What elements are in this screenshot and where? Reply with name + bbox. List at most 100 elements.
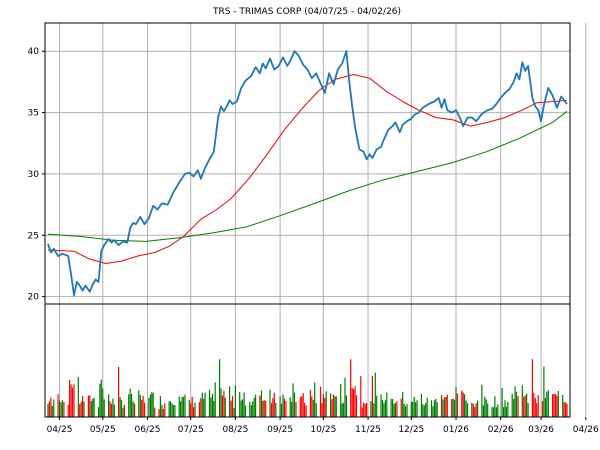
volume-bar xyxy=(282,394,284,417)
volume-bar xyxy=(390,398,392,417)
volume-bar xyxy=(233,408,235,417)
volume-bar xyxy=(383,403,385,417)
volume-bar xyxy=(386,392,388,417)
volume-bar xyxy=(90,401,92,417)
volume-bar xyxy=(51,406,53,417)
volume-bar xyxy=(60,402,62,417)
volume-bar xyxy=(332,394,335,417)
volume-bar xyxy=(557,391,559,417)
volume-bar xyxy=(466,403,469,417)
volume-bar xyxy=(505,406,507,417)
volume-bar xyxy=(260,390,262,417)
volume-bar xyxy=(534,398,536,417)
volume-bar xyxy=(462,392,464,417)
volume-bar xyxy=(344,377,346,417)
volume-bar xyxy=(441,395,443,417)
volume-bar xyxy=(412,401,414,417)
volume-bar xyxy=(158,409,160,417)
date-tick-label: 09/25 xyxy=(267,425,293,435)
volume-bar xyxy=(289,397,291,417)
volume-bar xyxy=(363,402,365,417)
volume-bar xyxy=(139,394,141,417)
volume-bar xyxy=(191,396,193,417)
volume-bar xyxy=(279,396,281,417)
volume-bar xyxy=(507,402,509,417)
date-tick-label: 05/25 xyxy=(90,425,116,435)
volume-bar xyxy=(57,394,59,417)
volume-bar xyxy=(273,392,275,417)
volume-bar xyxy=(244,405,247,417)
volume-bar xyxy=(102,388,104,417)
volume-bar xyxy=(553,393,555,417)
volume-bar xyxy=(108,394,110,417)
volume-bar xyxy=(280,403,283,417)
volume-bar xyxy=(527,403,529,417)
volume-bar xyxy=(269,389,271,417)
volume-bar xyxy=(152,392,154,417)
volume-bar xyxy=(161,404,163,417)
volume-bar xyxy=(223,390,225,417)
volume-bar xyxy=(492,407,495,417)
volume-bar xyxy=(374,372,376,417)
volume-bar xyxy=(504,400,506,417)
volume-bar xyxy=(171,403,173,417)
volume-bar xyxy=(61,400,63,417)
volume-bar xyxy=(524,395,526,417)
volume-bar xyxy=(353,389,355,417)
volume-bar xyxy=(443,397,446,417)
volume-bar xyxy=(474,406,476,417)
volume-bar xyxy=(97,407,100,417)
volume-bar xyxy=(169,401,172,417)
date-tick-label: 04/25 xyxy=(47,425,73,435)
volume-panel-frame xyxy=(44,303,571,418)
volume-bar xyxy=(231,395,234,417)
volume-bar xyxy=(148,398,150,417)
date-tick-label: 03/26 xyxy=(528,425,554,435)
volume-bar xyxy=(211,393,213,417)
volume-bar xyxy=(301,396,303,417)
volume-bar xyxy=(472,403,474,417)
volume-bar xyxy=(452,398,454,417)
volume-bar xyxy=(253,397,255,417)
volume-bar xyxy=(83,401,85,417)
volume-bar xyxy=(242,399,244,417)
volume-bar xyxy=(371,375,373,417)
volume-bar xyxy=(392,399,394,417)
volume-bar xyxy=(252,401,254,417)
volume-bar xyxy=(265,400,267,417)
volume-bar xyxy=(523,396,525,417)
volume-bar xyxy=(394,402,396,417)
volume-bar xyxy=(70,384,72,417)
price-panel-frame xyxy=(44,22,571,305)
volume-bar xyxy=(141,400,143,417)
volume-bar xyxy=(172,405,174,417)
volume-bar xyxy=(162,408,164,417)
volume-bar xyxy=(404,406,407,417)
volume-bar xyxy=(302,393,304,417)
volume-bar xyxy=(103,399,105,417)
volume-bar xyxy=(485,399,487,417)
volume-bar xyxy=(517,396,519,417)
volume-bar xyxy=(376,395,378,417)
volume-bar xyxy=(562,395,564,417)
date-tick-label: 02/26 xyxy=(488,425,514,435)
volume-bar xyxy=(100,379,102,417)
volume-bar xyxy=(109,401,111,417)
volume-bar xyxy=(351,387,353,417)
volume-bars xyxy=(47,359,568,418)
volume-bar xyxy=(497,404,499,417)
volume-bar xyxy=(210,397,212,417)
volume-bar xyxy=(198,402,200,417)
volume-bar xyxy=(193,407,195,417)
short-moving-average-line xyxy=(47,74,568,264)
volume-bar xyxy=(190,403,192,417)
volume-bar xyxy=(87,395,89,417)
volume-bar xyxy=(113,404,115,417)
date-tick-label: 10/25 xyxy=(310,425,336,435)
volume-bar xyxy=(200,398,202,417)
volume-bar xyxy=(342,402,345,417)
volume-bar xyxy=(355,395,358,417)
volume-bar xyxy=(262,400,264,417)
volume-bar xyxy=(69,379,71,417)
volume-bar xyxy=(120,399,123,417)
